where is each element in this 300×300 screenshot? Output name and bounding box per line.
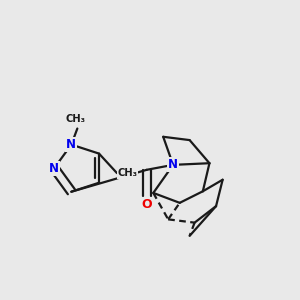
Text: N: N	[66, 138, 76, 151]
Text: CH₃: CH₃	[118, 168, 137, 178]
Text: O: O	[141, 198, 152, 211]
Text: N: N	[168, 158, 178, 171]
Text: CH₃: CH₃	[66, 114, 86, 124]
Text: N: N	[168, 158, 178, 171]
Text: N: N	[49, 162, 59, 175]
